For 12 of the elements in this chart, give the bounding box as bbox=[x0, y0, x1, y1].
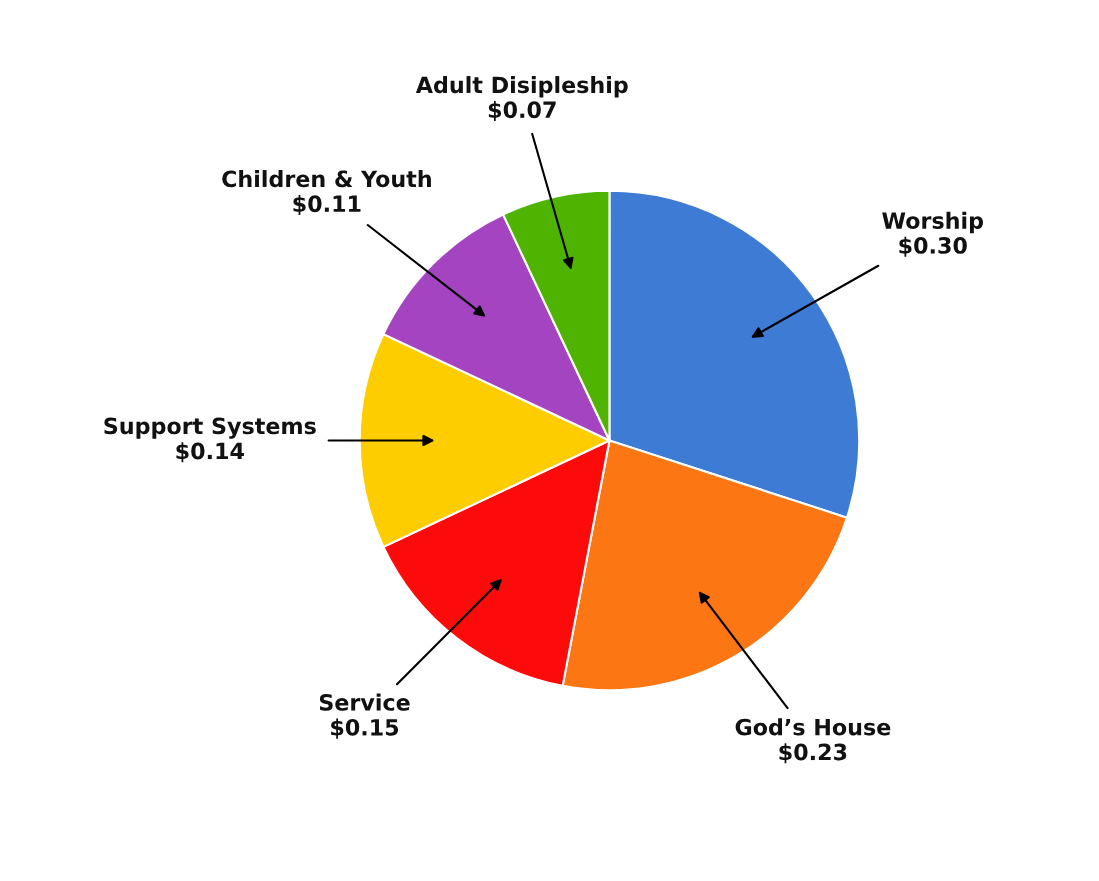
slice-label: Support Systems bbox=[104, 417, 316, 439]
slice-label: Service bbox=[319, 693, 410, 711]
slice-label: Children & Youth bbox=[222, 170, 431, 188]
data-label: $0.15 bbox=[331, 718, 399, 739]
data-label: $0.14 bbox=[176, 442, 244, 463]
data-label: $0.30 bbox=[899, 236, 967, 257]
slice-label: Adult Disipleship bbox=[415, 76, 628, 98]
slice-label: God’s House bbox=[735, 718, 891, 736]
data-label: $0.11 bbox=[293, 194, 361, 216]
data-label: $0.23 bbox=[779, 743, 847, 764]
slice-label: Worship bbox=[882, 211, 984, 234]
data-label: $0.07 bbox=[488, 100, 556, 122]
